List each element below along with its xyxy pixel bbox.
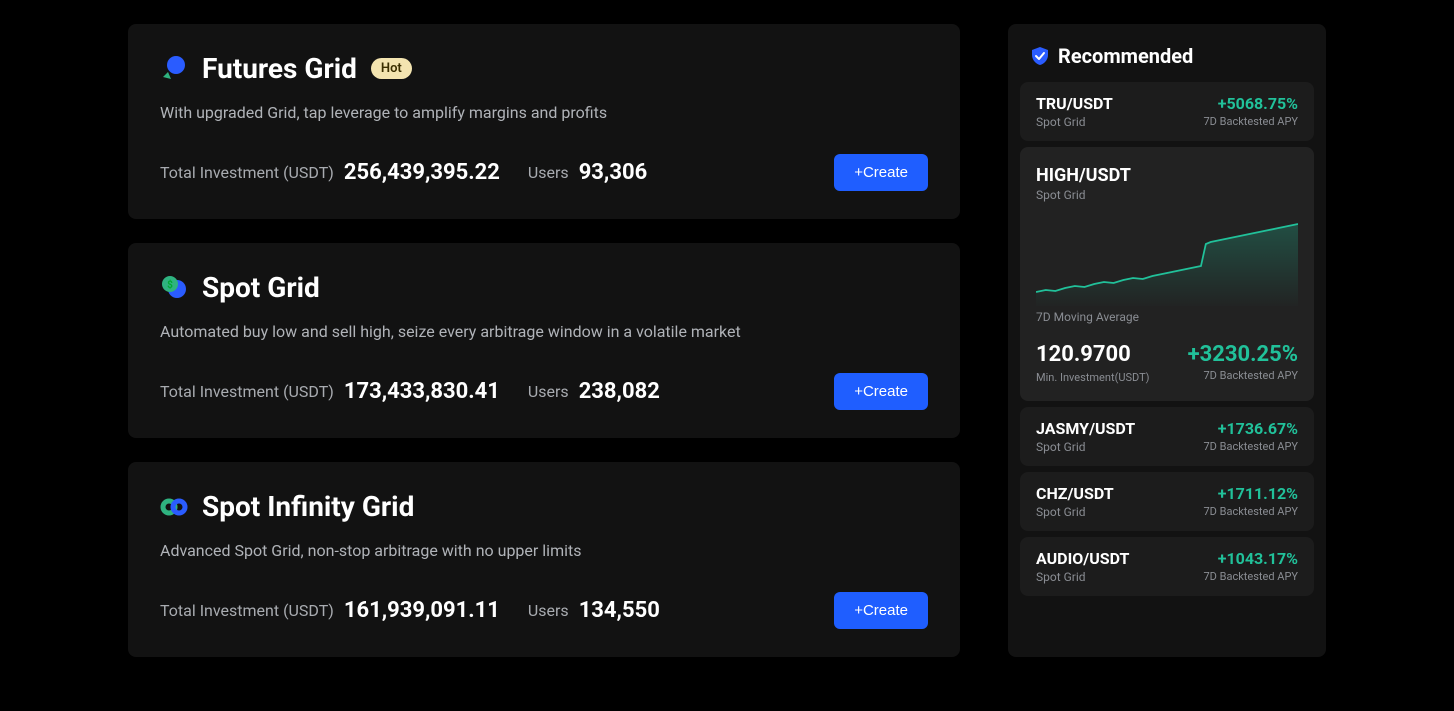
futures-grid-icon: [160, 55, 188, 83]
recommended-item[interactable]: AUDIO/USDT Spot Grid +1043.17% 7D Backte…: [1020, 537, 1314, 596]
investment-label: Total Investment (USDT): [160, 601, 334, 620]
recommended-item[interactable]: TRU/USDT Spot Grid +5068.75% 7D Backtest…: [1020, 82, 1314, 141]
pair-type: Spot Grid: [1036, 440, 1135, 454]
min-investment-value: 120.9700: [1036, 342, 1149, 367]
apy-label: 7D Backtested APY: [1204, 505, 1299, 518]
recommended-panel: Recommended TRU/USDT Spot Grid +5068.75%…: [1008, 24, 1326, 657]
users-value: 93,306: [579, 160, 648, 185]
recommended-title: Recommended: [1058, 44, 1193, 68]
pair-name: AUDIO/USDT: [1036, 549, 1129, 568]
shield-icon: [1030, 46, 1050, 66]
strategy-desc: With upgraded Grid, tap leverage to ampl…: [160, 103, 928, 122]
users-label: Users: [528, 601, 569, 620]
strategy-title: Spot Infinity Grid: [202, 490, 414, 523]
investment-value: 161,939,091.11: [344, 598, 500, 623]
create-button[interactable]: +Create: [834, 592, 928, 629]
pair-type: Spot Grid: [1036, 570, 1129, 584]
apy-percent: +5068.75%: [1204, 94, 1299, 113]
users-value: 238,082: [579, 379, 660, 404]
strategy-card-spot: $ Spot Grid Automated buy low and sell h…: [128, 243, 960, 438]
strategy-title: Spot Grid: [202, 271, 320, 304]
pair-name: TRU/USDT: [1036, 94, 1113, 113]
strategy-title: Futures Grid: [202, 52, 357, 85]
users-label: Users: [528, 382, 569, 401]
strategy-desc: Automated buy low and sell high, seize e…: [160, 322, 928, 341]
pair-type: Spot Grid: [1036, 505, 1114, 519]
infinity-grid-icon: [160, 493, 188, 521]
investment-label: Total Investment (USDT): [160, 382, 334, 401]
apy-label: 7D Backtested APY: [1204, 115, 1299, 128]
create-button[interactable]: +Create: [834, 154, 928, 191]
moving-average-label: 7D Moving Average: [1036, 310, 1139, 324]
strategy-card-futures: Futures Grid Hot With upgraded Grid, tap…: [128, 24, 960, 219]
apy-label: 7D Backtested APY: [1188, 369, 1298, 382]
recommended-item[interactable]: JASMY/USDT Spot Grid +1736.67% 7D Backte…: [1020, 407, 1314, 466]
strategy-card-infinity: Spot Infinity Grid Advanced Spot Grid, n…: [128, 462, 960, 657]
pair-name: HIGH/USDT: [1036, 165, 1298, 186]
sparkline-chart: [1036, 214, 1298, 306]
create-button[interactable]: +Create: [834, 373, 928, 410]
investment-label: Total Investment (USDT): [160, 163, 334, 182]
apy-percent: +1736.67%: [1204, 419, 1299, 438]
apy-percent: +1043.17%: [1204, 549, 1299, 568]
users-label: Users: [528, 163, 569, 182]
strategies-column: Futures Grid Hot With upgraded Grid, tap…: [128, 24, 960, 657]
pair-type: Spot Grid: [1036, 188, 1298, 202]
apy-label: 7D Backtested APY: [1204, 570, 1299, 583]
investment-value: 256,439,395.22: [344, 160, 500, 185]
investment-value: 173,433,830.41: [344, 379, 500, 404]
users-value: 134,550: [579, 598, 660, 623]
recommended-featured[interactable]: HIGH/USDT Spot Grid: [1020, 147, 1314, 401]
hot-badge: Hot: [371, 58, 412, 79]
pair-name: JASMY/USDT: [1036, 419, 1135, 438]
strategy-desc: Advanced Spot Grid, non-stop arbitrage w…: [160, 541, 928, 560]
recommended-item[interactable]: CHZ/USDT Spot Grid +1711.12% 7D Backtest…: [1020, 472, 1314, 531]
apy-percent: +3230.25%: [1188, 342, 1298, 367]
svg-text:$: $: [167, 278, 173, 291]
recommended-list: TRU/USDT Spot Grid +5068.75% 7D Backtest…: [1020, 82, 1314, 596]
apy-percent: +1711.12%: [1204, 484, 1299, 503]
min-investment-label: Min. Investment(USDT): [1036, 371, 1149, 385]
pair-name: CHZ/USDT: [1036, 484, 1114, 503]
spot-grid-icon: $: [160, 274, 188, 302]
apy-label: 7D Backtested APY: [1204, 440, 1299, 453]
pair-type: Spot Grid: [1036, 115, 1113, 129]
